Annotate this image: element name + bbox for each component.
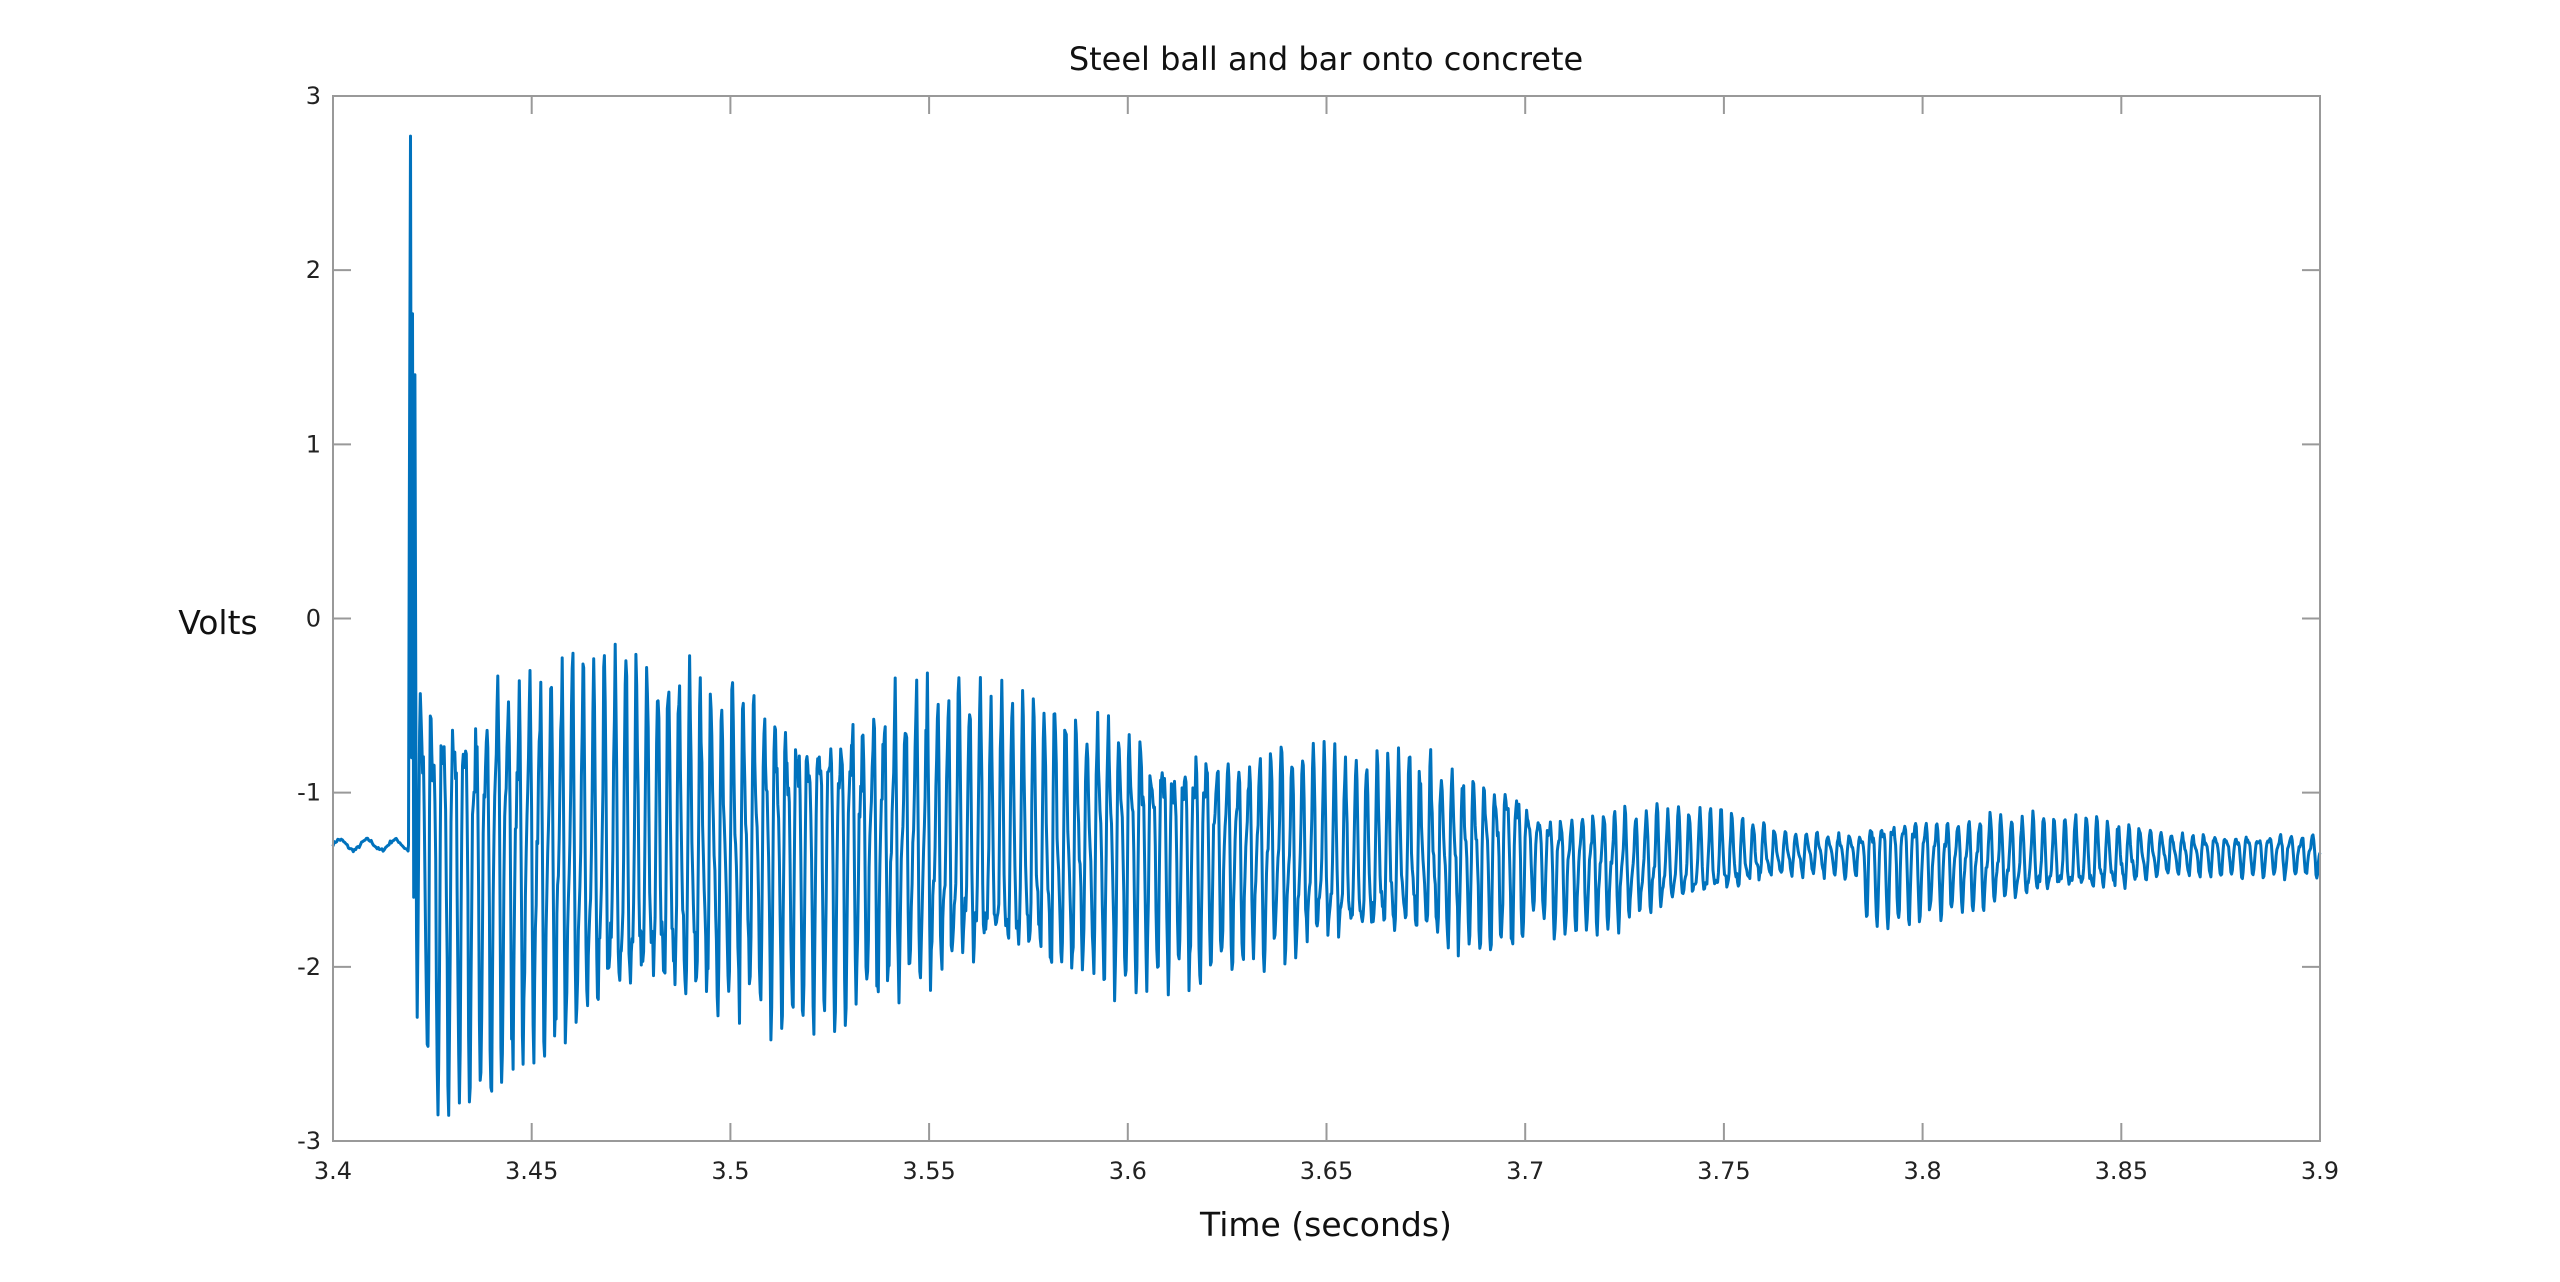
y-tick-label: -3 — [297, 1127, 321, 1155]
x-tick-label: 3.55 — [902, 1157, 955, 1185]
x-tick-label: 3.5 — [711, 1157, 749, 1185]
x-axis-label: Time (seconds) — [1199, 1205, 1452, 1244]
x-tick-label: 3.45 — [505, 1157, 558, 1185]
y-tick-label: -1 — [297, 779, 321, 807]
chart-title: Steel ball and bar onto concrete — [1069, 40, 1583, 78]
plot-frame — [332, 95, 2321, 1142]
y-tick-label: 2 — [306, 256, 321, 284]
y-tick-label: -2 — [297, 953, 321, 981]
y-tick-label: 1 — [306, 430, 321, 458]
y-tick-label: 3 — [306, 82, 321, 110]
x-tick-label: 3.6 — [1109, 1157, 1147, 1185]
x-tick-label: 3.4 — [314, 1157, 352, 1185]
y-axis-label: Volts — [178, 603, 258, 642]
y-tick-label: 0 — [306, 605, 321, 633]
x-tick-label: 3.8 — [1904, 1157, 1942, 1185]
x-tick-label: 3.85 — [2095, 1157, 2148, 1185]
signal-line — [331, 134, 2322, 1117]
x-tick-label: 3.75 — [1697, 1157, 1750, 1185]
x-tick-label: 3.9 — [2301, 1157, 2339, 1185]
x-tick-label: 3.7 — [1506, 1157, 1544, 1185]
x-tick-label: 3.65 — [1300, 1157, 1353, 1185]
